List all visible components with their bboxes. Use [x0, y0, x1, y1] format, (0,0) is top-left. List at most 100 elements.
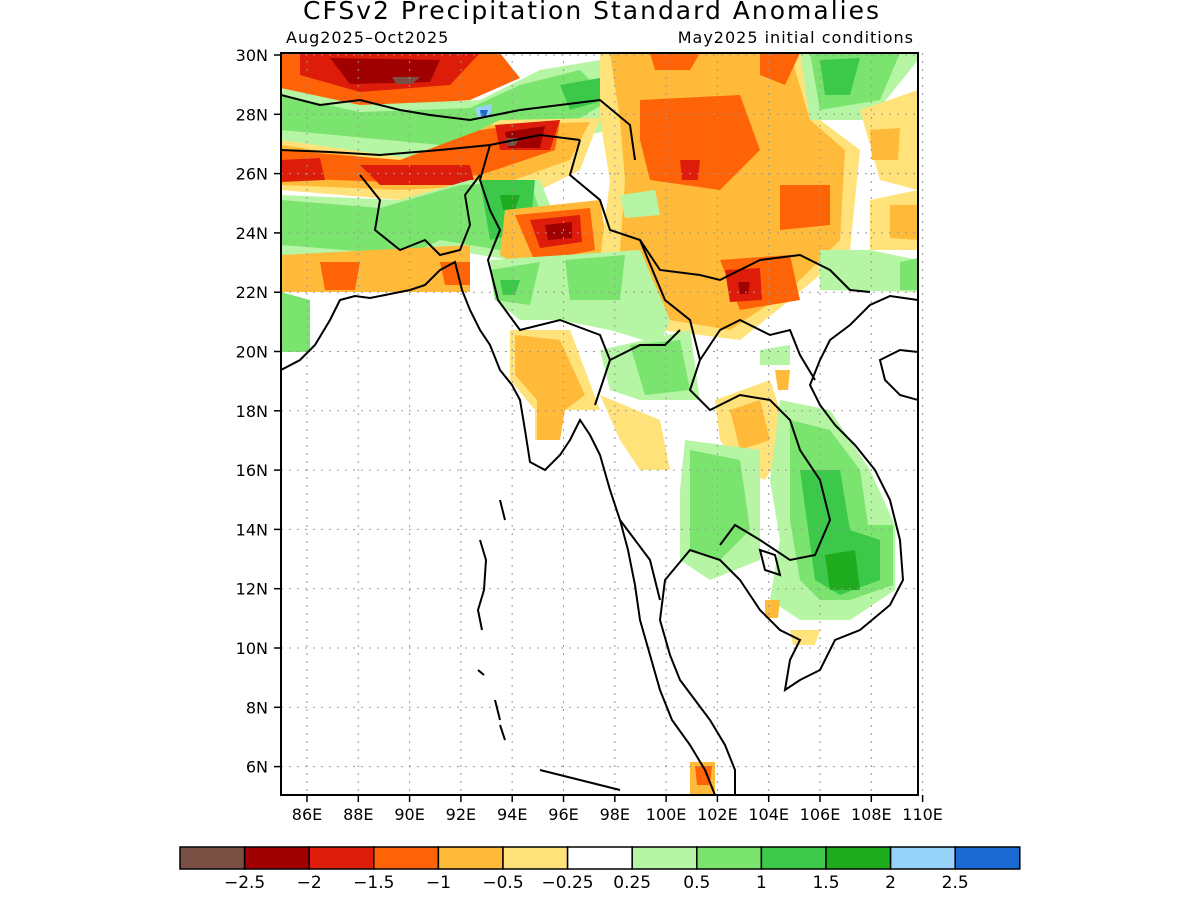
lon-label: 92E — [446, 805, 476, 824]
coastline — [878, 348, 918, 402]
anomaly-region — [560, 78, 605, 110]
lat-label: 28N — [236, 105, 268, 124]
anomaly-region — [545, 222, 572, 240]
coastline — [658, 294, 918, 795]
longitude-labels: 86E 88E 90E 92E 94E 96E 98E 100E 102E 104E 106E 108… — [292, 795, 943, 824]
lon-label: 106E — [800, 805, 841, 824]
coastlines-and-borders — [281, 94, 918, 795]
lat-label: 18N — [236, 402, 268, 421]
lon-label: 94E — [497, 805, 527, 824]
anomaly-region — [320, 262, 470, 290]
coastline — [281, 260, 716, 795]
map-frame — [280, 52, 919, 796]
colorbar-label: 0.5 — [683, 873, 710, 893]
colorbar-swatch — [696, 846, 763, 870]
colorbar-label: 2.5 — [942, 873, 969, 893]
anomaly-region — [500, 195, 520, 210]
latitude-labels: 30N 28N 26N 24N 22N 20N 18N 16N 14N 12N 10N 8N 6N — [236, 46, 281, 777]
anomaly-region — [730, 370, 790, 450]
lat-label: 22N — [236, 283, 268, 302]
colorbar-label: −1 — [426, 873, 451, 893]
colorbar-label: 0.25 — [613, 873, 651, 893]
anomaly-region — [680, 160, 762, 302]
colorbar-swatch — [373, 846, 440, 870]
country-border — [639, 239, 832, 562]
colorbar-label: −0.25 — [542, 873, 594, 893]
anomaly-region — [620, 190, 660, 218]
lat-label: 6N — [246, 758, 268, 777]
country-border — [478, 144, 612, 406]
lon-label: 110E — [902, 805, 943, 824]
shaded-fields — [281, 53, 918, 795]
lon-label: 104E — [748, 805, 789, 824]
lat-label: 26N — [236, 165, 268, 184]
lat-label: 16N — [236, 461, 268, 480]
anomaly-region — [738, 282, 750, 294]
lat-label: 14N — [236, 520, 268, 539]
lon-label: 102E — [697, 805, 738, 824]
colorbar-swatch — [437, 846, 504, 870]
anomaly-region — [870, 128, 918, 240]
anomaly-region — [640, 53, 830, 310]
colorbar-label: 1 — [756, 873, 767, 893]
anomaly-region — [765, 600, 780, 618]
anomaly-region — [695, 766, 712, 785]
anomaly-region — [281, 182, 545, 255]
lat-label: 24N — [236, 224, 268, 243]
lon-label: 86E — [292, 805, 322, 824]
lon-label: 90E — [394, 805, 424, 824]
anomaly-region — [600, 395, 670, 470]
lon-label: 108E — [851, 805, 892, 824]
colorbar-label: −1.5 — [353, 873, 394, 893]
colorbar-swatch — [502, 846, 569, 870]
forecast-period: Aug2025–Oct2025 — [286, 28, 450, 47]
lat-label: 20N — [236, 343, 268, 362]
country-border — [359, 174, 481, 257]
anomaly-region — [820, 58, 860, 95]
colorbar-swatch — [308, 846, 375, 870]
colorbar-swatch — [243, 846, 310, 870]
anomaly-region — [690, 450, 750, 560]
colorbar-label: 1.5 — [812, 873, 839, 893]
colorbar-swatch — [825, 846, 892, 870]
colorbar-label: −0.5 — [482, 873, 523, 893]
country-border — [568, 139, 871, 293]
anomaly-region — [900, 258, 918, 290]
colorbar-label: 2 — [885, 873, 896, 893]
lon-label: 88E — [343, 805, 373, 824]
lat-label: 8N — [246, 698, 268, 717]
colorbar — [179, 846, 1021, 870]
anomaly-region — [500, 280, 520, 295]
colorbar-labels: −2.5 −2 −1.5 −1 −0.5 −0.25 0.25 0.5 1 1.5 2 2.5 — [224, 873, 969, 893]
lat-label: 12N — [236, 580, 268, 599]
colorbar-swatch — [179, 846, 246, 870]
anomaly-region — [760, 345, 790, 365]
colorbar-label: −2 — [297, 873, 322, 893]
colorbar-swatch — [954, 846, 1021, 870]
anomaly-region — [515, 335, 585, 440]
colorbar-label: −2.5 — [224, 873, 265, 893]
coastline — [539, 769, 621, 791]
lake — [758, 548, 782, 577]
lat-label: 30N — [236, 46, 268, 65]
anomaly-region — [490, 255, 625, 305]
anomaly-region — [630, 340, 690, 395]
lon-label: 96E — [548, 805, 578, 824]
anomaly-region — [392, 77, 420, 84]
anomaly-region — [281, 292, 310, 352]
anomaly-region — [281, 120, 560, 182]
lon-label: 98E — [600, 805, 630, 824]
map-title: CFSv2 Precipitation Standard Anomalies — [302, 0, 881, 25]
country-border — [609, 329, 681, 361]
anomaly-region — [825, 550, 860, 590]
anomaly-region — [281, 120, 560, 185]
initial-conditions: May2025 initial conditions — [677, 28, 914, 47]
island-coast — [476, 499, 506, 741]
anomaly-region — [820, 250, 918, 292]
colorbar-swatch — [566, 846, 633, 870]
colorbar-swatch — [760, 846, 827, 870]
country-border — [699, 318, 816, 381]
lat-label: 10N — [236, 639, 268, 658]
lon-label: 100E — [646, 805, 687, 824]
